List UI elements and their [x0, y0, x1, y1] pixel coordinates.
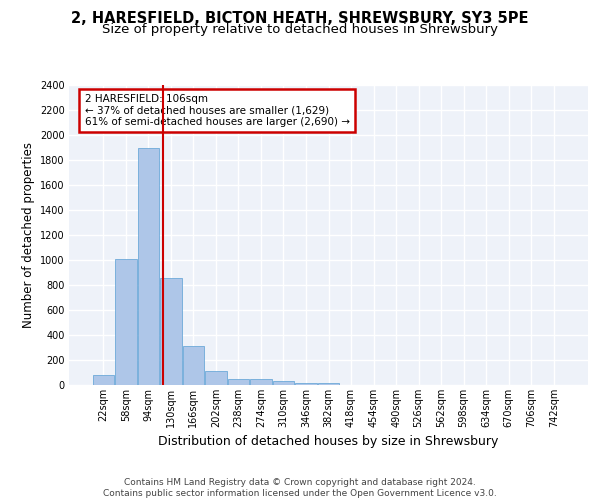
Bar — [228, 379, 249, 385]
X-axis label: Distribution of detached houses by size in Shrewsbury: Distribution of detached houses by size … — [158, 436, 499, 448]
Text: 2, HARESFIELD, BICTON HEATH, SHREWSBURY, SY3 5PE: 2, HARESFIELD, BICTON HEATH, SHREWSBURY,… — [71, 11, 529, 26]
Text: Size of property relative to detached houses in Shrewsbury: Size of property relative to detached ho… — [102, 22, 498, 36]
Bar — [250, 379, 272, 385]
Bar — [318, 383, 339, 385]
Bar — [182, 346, 204, 385]
Bar — [205, 371, 227, 385]
Text: Contains HM Land Registry data © Crown copyright and database right 2024.
Contai: Contains HM Land Registry data © Crown c… — [103, 478, 497, 498]
Bar — [92, 375, 114, 385]
Bar — [160, 278, 182, 385]
Bar — [273, 380, 294, 385]
Y-axis label: Number of detached properties: Number of detached properties — [22, 142, 35, 328]
Bar — [115, 259, 137, 385]
Text: 2 HARESFIELD: 106sqm
← 37% of detached houses are smaller (1,629)
61% of semi-de: 2 HARESFIELD: 106sqm ← 37% of detached h… — [85, 94, 350, 127]
Bar — [137, 148, 159, 385]
Bar — [295, 382, 317, 385]
